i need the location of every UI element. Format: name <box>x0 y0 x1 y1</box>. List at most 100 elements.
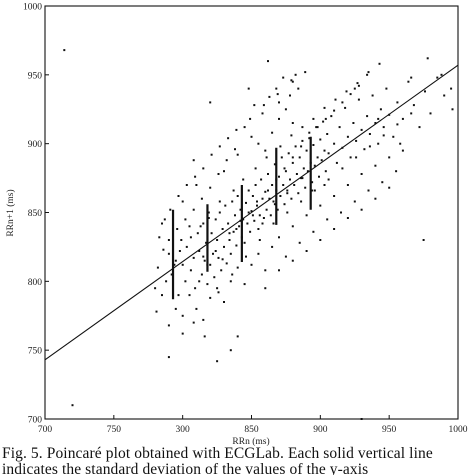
data-point <box>231 200 234 203</box>
data-point <box>374 164 377 167</box>
data-point <box>253 219 256 222</box>
data-point <box>258 239 261 241</box>
poincare-plot: 700 750 300 850 900 950 1000 700 750 800 850 900 95… <box>5 3 468 447</box>
data-point <box>305 214 308 217</box>
data-point <box>161 222 163 225</box>
data-point <box>304 71 307 74</box>
data-point <box>278 117 280 120</box>
data-point <box>155 310 158 313</box>
data-point <box>388 186 391 189</box>
data-point <box>169 208 172 211</box>
data-point <box>176 228 179 230</box>
data-point <box>242 178 245 181</box>
data-point <box>323 106 326 109</box>
data-point <box>320 159 323 162</box>
data-point <box>357 98 360 101</box>
data-point <box>218 145 221 148</box>
data-point <box>249 117 252 120</box>
data-point <box>271 131 274 134</box>
data-point <box>401 149 404 152</box>
data-point <box>257 228 260 230</box>
data-point <box>338 126 341 129</box>
data-point <box>223 170 225 173</box>
data-point <box>198 280 201 283</box>
data-point <box>238 225 241 228</box>
data-point <box>245 201 247 204</box>
data-point <box>203 259 206 262</box>
data-point <box>276 208 279 211</box>
data-point <box>424 90 426 93</box>
data-point <box>251 195 254 197</box>
data-point <box>165 280 168 283</box>
data-point <box>284 108 287 111</box>
data-point <box>374 197 377 200</box>
data-point <box>294 145 297 148</box>
data-point <box>250 263 253 266</box>
data-point <box>254 184 257 186</box>
data-point <box>180 239 183 241</box>
data-point <box>260 178 263 181</box>
data-point <box>243 241 246 244</box>
data-point <box>192 321 195 324</box>
data-point <box>286 192 289 195</box>
data-point <box>229 280 232 283</box>
data-point <box>158 236 161 239</box>
data-point <box>287 152 290 155</box>
data-point <box>305 250 308 252</box>
data-point <box>319 138 322 141</box>
data-point <box>224 204 227 207</box>
data-point <box>235 128 238 131</box>
data-point <box>156 266 159 269</box>
data-point <box>300 145 303 148</box>
data-point <box>262 104 265 107</box>
data-point <box>312 230 315 233</box>
scatter-points <box>63 49 454 420</box>
data-point <box>227 137 230 140</box>
data-point <box>236 195 239 197</box>
data-point <box>378 62 381 65</box>
data-point <box>229 349 232 352</box>
data-point <box>283 167 286 170</box>
data-point <box>278 236 280 239</box>
data-point <box>368 145 371 148</box>
data-point <box>313 164 316 167</box>
data-point <box>213 276 216 279</box>
data-point <box>189 269 192 272</box>
data-point <box>200 197 203 200</box>
data-point <box>231 273 234 276</box>
data-point <box>167 239 170 241</box>
data-point <box>192 208 195 211</box>
data-point <box>271 184 274 186</box>
x-tick-label: 850 <box>244 425 259 435</box>
data-point <box>396 101 399 104</box>
data-point <box>234 148 236 151</box>
data-point <box>341 167 344 170</box>
data-point <box>243 126 246 129</box>
y-tick-label: 750 <box>28 347 43 357</box>
data-point <box>249 230 252 233</box>
data-point <box>256 204 258 207</box>
data-point <box>181 263 184 266</box>
data-point <box>189 236 192 239</box>
data-point <box>301 139 304 142</box>
y-tick-label: 800 <box>28 278 43 288</box>
data-point <box>242 218 245 221</box>
data-point <box>202 167 205 170</box>
data-point <box>316 126 319 129</box>
data-point <box>346 135 349 138</box>
data-point <box>221 228 224 230</box>
data-point <box>418 126 421 129</box>
data-point <box>203 335 206 338</box>
y-axis-label: RRn+1 (ms) <box>5 189 16 236</box>
data-point <box>355 139 358 142</box>
data-point <box>264 269 267 272</box>
data-point <box>209 296 212 299</box>
data-point <box>374 122 377 124</box>
data-point <box>202 255 205 258</box>
data-point <box>379 108 382 111</box>
data-point <box>265 208 268 211</box>
data-point <box>399 142 402 145</box>
data-point <box>315 126 318 129</box>
data-point <box>200 273 203 276</box>
data-point <box>198 250 201 252</box>
